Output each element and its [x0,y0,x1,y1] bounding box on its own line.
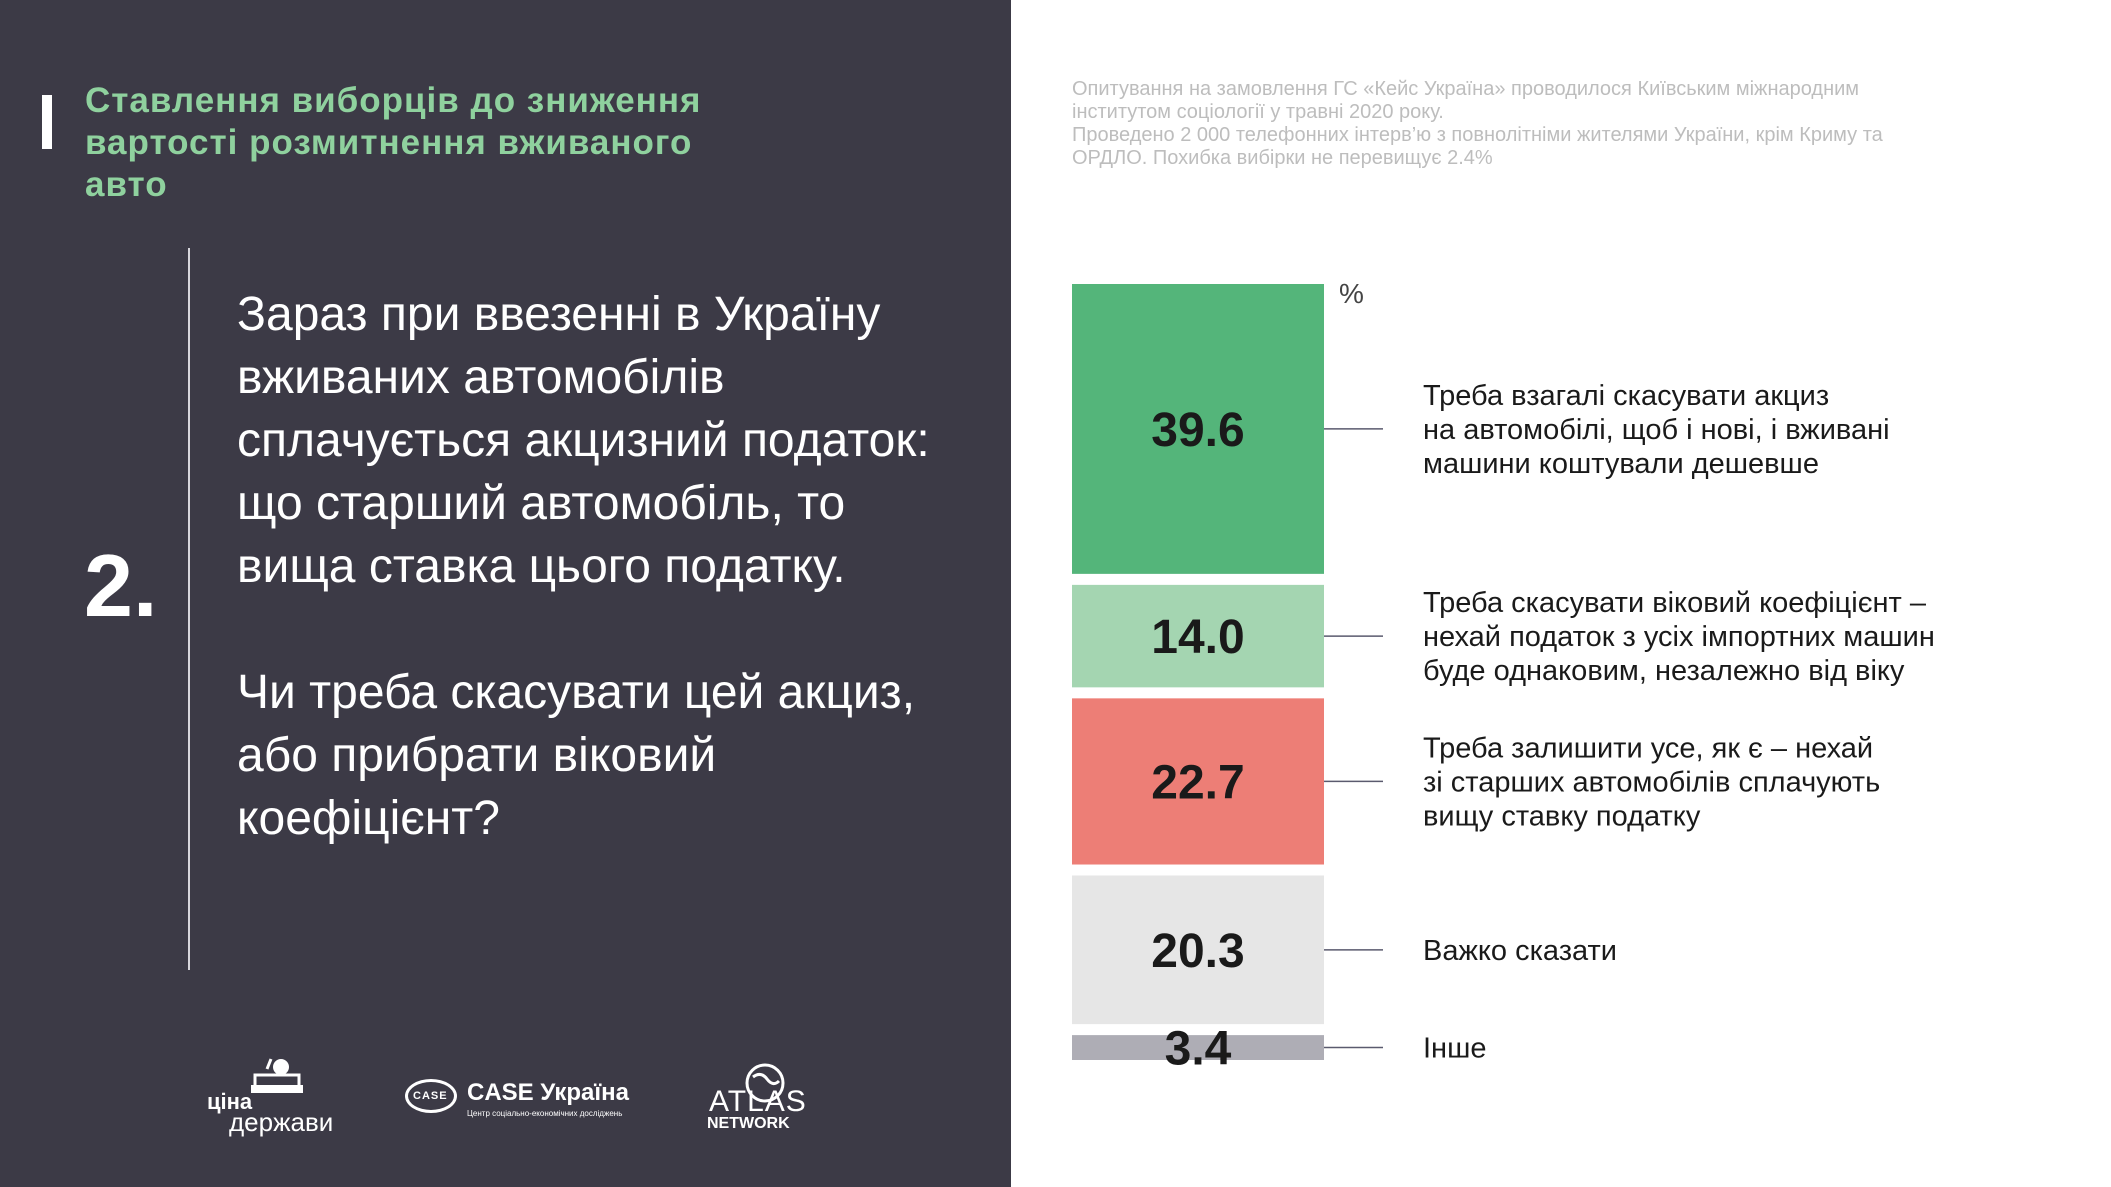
case-ukraine-logo: CASE CASE Україна Центр соціально-економ… [405,1055,635,1135]
question-number: 2. [84,536,158,635]
survey-note: Опитування на замовлення ГС «Кейс Україн… [1072,78,1912,170]
question-ask: Чи треба скасувати цей акциз, або прибра… [237,666,916,845]
page-title: Ставлення виборців до зниження вартості … [85,81,702,204]
cina-text-line2: держави [229,1107,334,1137]
cina-text-line1: ціна [207,1089,253,1114]
case-name: CASE Україна [467,1079,629,1106]
survey-note-line1: Опитування на замовлення ГС «Кейс Україн… [1072,78,1860,123]
network-text: NETWORK [707,1115,790,1132]
case-oval-icon: CASE [405,1079,457,1113]
right-panel [1011,0,2111,1187]
case-subtitle: Центр соціально-економічних досліджень [467,1109,623,1118]
question-block: Зараз при ввезенні в Україну вживаних ав… [237,283,957,850]
question-text: Зараз при ввезенні в Україну вживаних ав… [237,288,930,593]
atlas-network-logo: ATLAS NETWORK [705,1055,815,1135]
divider-line [188,248,190,970]
building-icon [251,1058,303,1093]
left-panel: Ставлення виборців до зниження вартості … [0,0,1011,1187]
title-accent-bar [42,95,52,149]
atlas-text: ATLAS [709,1085,807,1118]
cina-derzhavy-logo: ціна держави [207,1055,333,1137]
partner-logos: ціна держави CASE CASE Україна Центр соц… [200,1055,850,1137]
globe-icon [745,1063,785,1103]
survey-note-line2: Проведено 2 000 телефонних інтерв’ю з по… [1072,124,1883,169]
